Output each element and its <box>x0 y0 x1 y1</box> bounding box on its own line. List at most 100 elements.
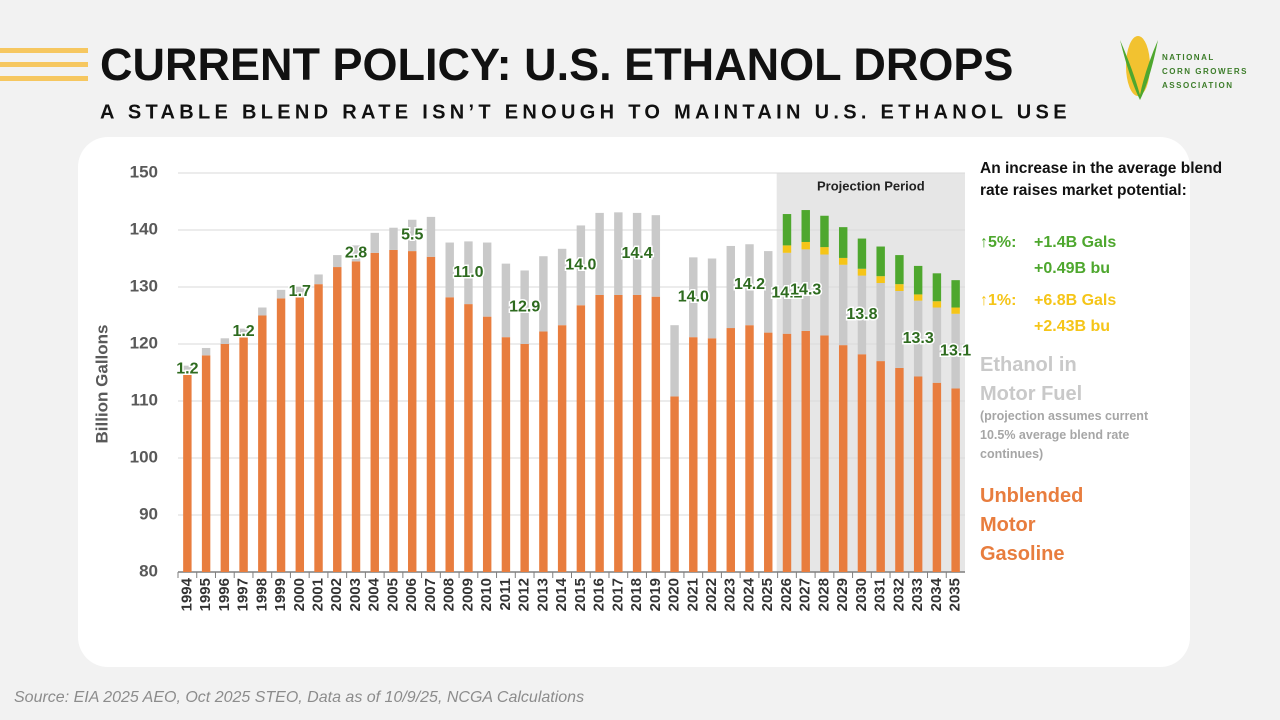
x-tick-label: 2005 <box>384 578 401 611</box>
bar-segment <box>576 305 586 572</box>
bar-segment <box>482 316 492 572</box>
data-label: 13.1 <box>940 342 971 359</box>
x-tick-label: 2021 <box>684 578 701 611</box>
y-tick-label: 140 <box>130 219 158 238</box>
bar-segment <box>932 273 942 302</box>
bar-segment <box>895 367 904 572</box>
bar-segment <box>820 215 829 248</box>
x-tick-label: 2007 <box>422 578 439 611</box>
bar-segment <box>782 214 792 246</box>
bar-segment <box>595 294 604 572</box>
bar-segment <box>707 338 717 572</box>
x-tick-label: 2017 <box>609 578 626 611</box>
bar-segment <box>745 325 754 572</box>
x-tick-label: 2022 <box>703 578 720 611</box>
bar-segment <box>201 355 211 572</box>
legend-entry: Ethanol in Motor Fuel <box>980 354 1083 405</box>
x-tick-label: 2001 <box>310 578 327 611</box>
bar-segment <box>276 289 286 299</box>
bar-segment <box>857 354 867 572</box>
y-tick-label: 80 <box>139 561 158 580</box>
bar-segment <box>614 212 623 295</box>
y-tick-label: 120 <box>130 333 158 352</box>
x-tick-label: 1995 <box>197 578 214 611</box>
x-tick-label: 2011 <box>497 578 514 611</box>
x-tick-label: 2030 <box>853 578 870 611</box>
bar-segment <box>632 212 642 295</box>
bar-segment <box>876 283 885 362</box>
bar-segment <box>220 338 230 344</box>
bar-segment <box>520 344 529 572</box>
bar-segment <box>482 242 492 317</box>
bar-segment <box>557 248 567 326</box>
bar-segment <box>820 254 829 336</box>
bar-segment <box>876 246 885 277</box>
page-title: CURRENT POLICY: U.S. ETHANOL DROPS <box>100 39 1013 90</box>
bar-segment <box>370 252 379 573</box>
data-label: 11.0 <box>453 264 483 281</box>
bar-segment <box>595 212 604 295</box>
y-axis-title: Billion Gallons <box>92 324 111 443</box>
bar-segment <box>820 335 829 572</box>
bar-segment <box>276 298 286 572</box>
bar-segment <box>951 388 960 572</box>
x-tick-label: 2026 <box>778 578 795 611</box>
legend-annotation: +0.49B bu <box>1034 260 1111 277</box>
legend-annotation: +2.43B bu <box>1034 318 1111 335</box>
bar-segment <box>913 265 923 295</box>
bar-segment <box>389 249 398 572</box>
bar-segment <box>258 307 267 316</box>
bar-segment <box>932 307 942 383</box>
bar-segment <box>895 290 904 368</box>
bar-segment <box>651 215 661 297</box>
data-label: 13.3 <box>903 330 934 347</box>
y-tick-label: 130 <box>130 276 158 295</box>
bar-segment <box>557 325 567 572</box>
bar-segment <box>520 270 529 344</box>
bar-segment <box>670 325 679 397</box>
bar-segment <box>201 347 211 356</box>
legend-entry: Unblended Motor Gasoline <box>980 485 1084 565</box>
legend-note: (projection assumes current 10.5% averag… <box>980 409 1149 461</box>
bar-segment <box>408 251 417 572</box>
bar-segment <box>426 216 436 257</box>
bar-segment <box>782 333 792 572</box>
bar-segment <box>857 275 867 355</box>
bar-segment <box>895 284 904 291</box>
bar-segment <box>614 294 623 572</box>
bar-segment <box>351 261 361 572</box>
data-label: 14.0 <box>565 257 596 274</box>
bar-segment <box>464 241 473 305</box>
data-label: 1.2 <box>232 323 254 340</box>
x-tick-label: 2012 <box>516 578 533 611</box>
bar-segment <box>670 396 679 572</box>
legend-annotation: +6.8B Gals <box>1034 292 1117 309</box>
x-tick-label: 2003 <box>347 578 364 611</box>
x-tick-label: 2010 <box>478 578 495 611</box>
bar-segment <box>183 365 192 373</box>
logo-text: ASSOCIATION <box>1162 81 1233 90</box>
x-tick-label: 2031 <box>872 578 889 611</box>
x-tick-label: 2029 <box>834 578 851 611</box>
logo-text: NATIONAL <box>1162 53 1215 62</box>
bar-segment <box>314 284 323 572</box>
page-subtitle: A STABLE BLEND RATE ISN’T ENOUGH TO MAIN… <box>100 101 1071 123</box>
data-label: 14.4 <box>622 245 653 262</box>
data-label: 1.7 <box>289 283 311 300</box>
x-tick-label: 2006 <box>403 578 420 611</box>
bar-segment <box>876 276 885 284</box>
data-label: 14.2 <box>734 276 765 293</box>
bar-segment <box>426 256 436 572</box>
x-tick-label: 2000 <box>291 578 308 611</box>
x-tick-label: 2024 <box>740 577 757 611</box>
bar-segment <box>689 257 698 338</box>
bar-segment <box>333 255 342 268</box>
data-label: 14.3 <box>790 281 821 298</box>
x-tick-label: 2023 <box>722 578 739 611</box>
bar-segment <box>183 372 192 572</box>
bar-segment <box>801 210 810 242</box>
x-tick-label: 2020 <box>666 578 683 611</box>
x-tick-label: 2025 <box>759 578 776 611</box>
data-label: 13.8 <box>846 306 877 323</box>
bar-segment <box>857 268 867 276</box>
